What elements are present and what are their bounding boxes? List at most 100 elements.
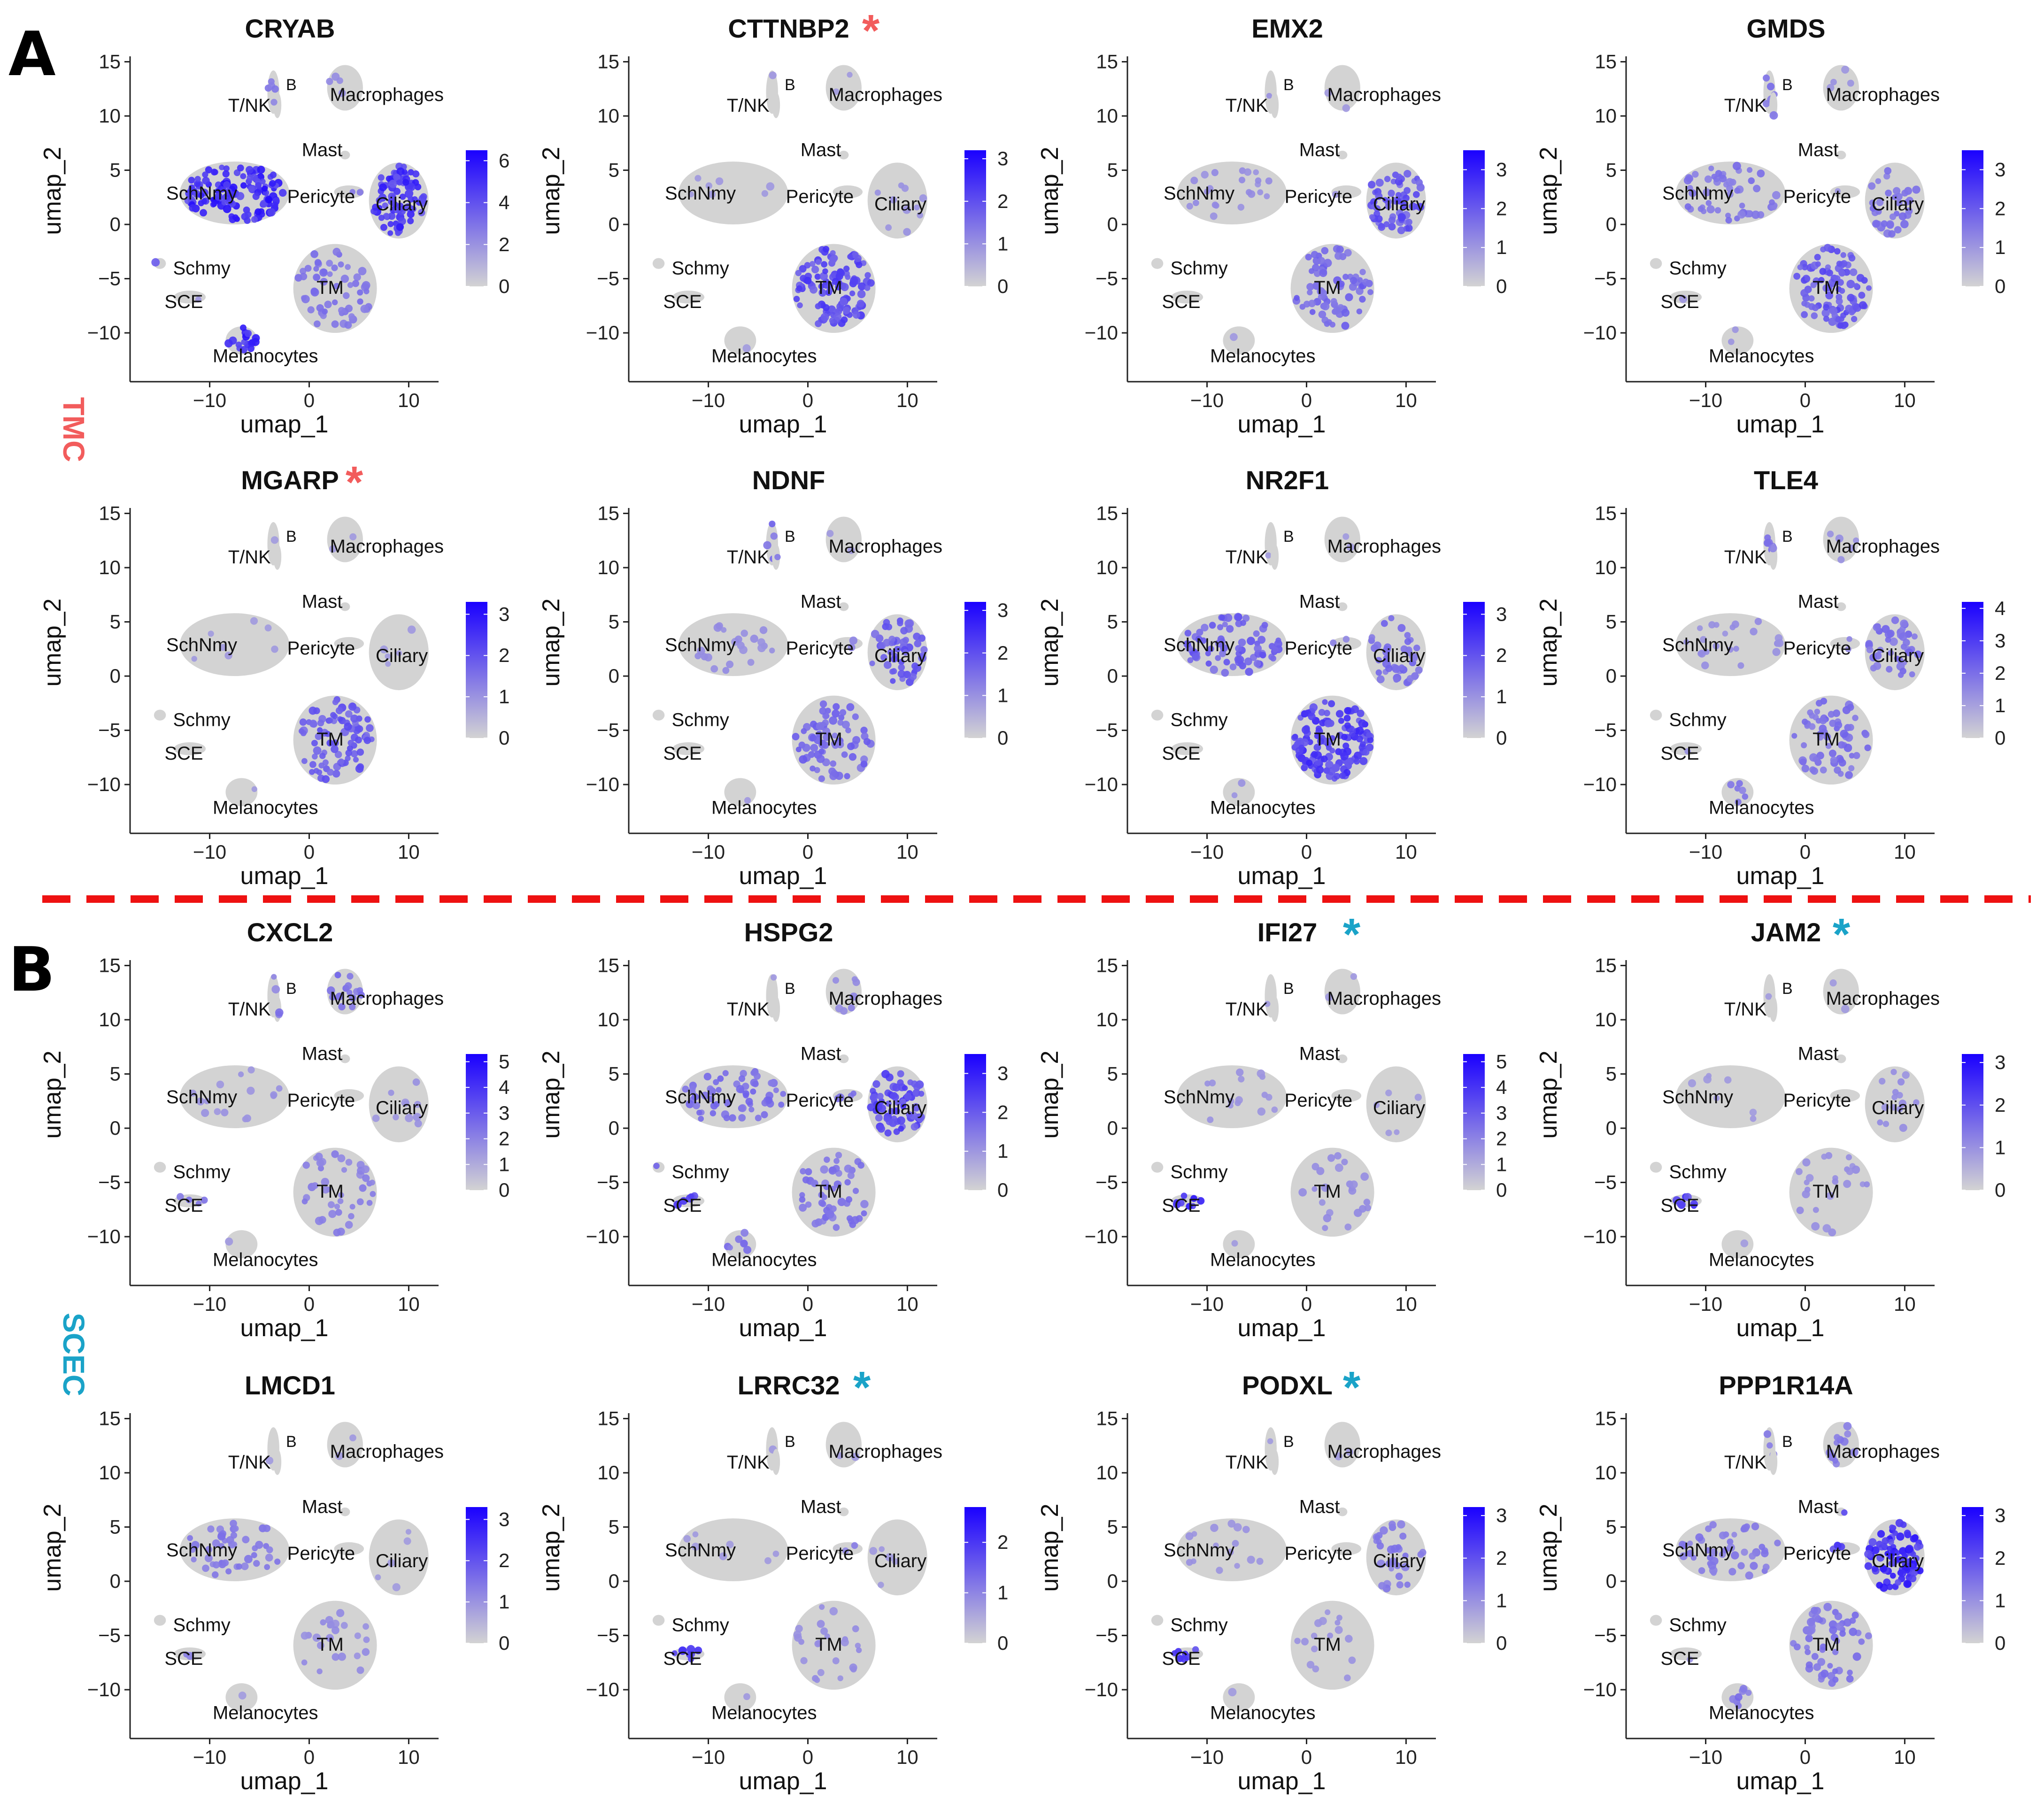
expressing-cell [1265, 177, 1273, 185]
y-tick-label: 0 [110, 665, 121, 687]
expressing-cell [339, 91, 345, 97]
expressing-cell [1332, 191, 1339, 198]
expressing-cell [1843, 744, 1852, 752]
expressing-cell [879, 1546, 885, 1552]
expressing-cell [204, 1098, 210, 1104]
expressing-cell [1834, 1541, 1841, 1549]
expressing-cell [1909, 1575, 1917, 1583]
expressing-cell [1830, 1633, 1839, 1641]
cluster-cells [1337, 1507, 1348, 1516]
expressing-cell [818, 1192, 825, 1199]
expressing-cell [1344, 759, 1352, 768]
expressing-cell [1359, 741, 1366, 747]
expressing-cell [1900, 619, 1908, 628]
expressing-cell [356, 1666, 364, 1674]
expressing-cell [877, 1092, 884, 1100]
expressing-cell [1734, 187, 1741, 194]
expressing-cell [829, 772, 838, 780]
x-axis-label: umap_1 [240, 1768, 329, 1795]
expressing-cell [1873, 662, 1882, 670]
expressing-cell [195, 1200, 202, 1207]
cluster-label: Mast [801, 1497, 841, 1517]
cluster-label: SCE [1162, 1648, 1200, 1669]
x-tick-label: 0 [1301, 1293, 1312, 1315]
legend-tick-label: 0 [997, 1632, 1008, 1654]
x-tick-label: 0 [304, 1293, 315, 1315]
expressing-cell [405, 189, 414, 198]
y-tick-label: 5 [1107, 159, 1118, 181]
expressing-cell [1697, 206, 1704, 212]
expressing-cell [1725, 178, 1734, 187]
y-tick-label: −5 [597, 268, 619, 290]
expressing-cell [1816, 752, 1824, 760]
expressing-cell [1394, 1562, 1401, 1569]
y-tick-label: 10 [597, 1462, 619, 1484]
cluster-cells [1331, 1542, 1362, 1555]
expressing-cell [1884, 167, 1892, 175]
y-tick-label: 0 [1107, 1570, 1118, 1592]
expressing-cell [1725, 217, 1732, 224]
expressing-cell [1357, 709, 1365, 717]
expressing-cell [1759, 1544, 1766, 1550]
y-tick-label: 5 [1606, 611, 1617, 633]
expressing-cell [1737, 662, 1744, 669]
expressing-cell [837, 719, 844, 726]
expressing-cell [707, 1085, 714, 1092]
group-label-tmc: TMC [57, 397, 91, 462]
expressing-cell [1706, 205, 1715, 214]
expressing-cell [1356, 726, 1364, 735]
expressing-cell [826, 1210, 834, 1218]
expressing-cell [204, 1554, 213, 1562]
x-tick-label: 0 [304, 389, 315, 411]
expressing-cell [1413, 203, 1419, 210]
expressing-cell [1341, 322, 1350, 330]
expressing-cell [1898, 1547, 1907, 1555]
expressing-cell [1334, 1152, 1342, 1160]
expressing-cell [1802, 718, 1808, 725]
expressing-cell [247, 345, 255, 352]
expressing-cell [1298, 744, 1305, 751]
expressing-cell [1727, 781, 1735, 789]
x-axis-label: umap_1 [1736, 862, 1825, 890]
expressing-cell [207, 1525, 215, 1533]
cluster-cells [839, 150, 849, 160]
expressing-cell [393, 173, 401, 181]
cluster-label: SCE [663, 1648, 702, 1669]
cluster-label: Ciliary [1373, 1098, 1425, 1118]
cluster-label: Macrophages [829, 85, 942, 105]
expressing-cell [1397, 1520, 1405, 1529]
expressing-cell [832, 977, 840, 984]
expressing-cell [321, 1177, 330, 1186]
cluster-cells [1650, 1162, 1662, 1173]
expressing-cell [357, 991, 365, 999]
cluster-cells [1675, 1065, 1786, 1129]
expressing-cell [836, 740, 844, 748]
expressing-cell [833, 703, 840, 710]
cluster-label: Melanocytes [711, 798, 817, 818]
cluster-label: Melanocytes [213, 798, 318, 818]
cluster-cells [293, 1600, 377, 1690]
legend-tick-label: 0 [499, 275, 509, 297]
expressing-cell [1222, 621, 1228, 628]
legend-tick-label: 2 [499, 1549, 509, 1571]
y-tick-label: 10 [1595, 556, 1617, 578]
expressing-cell [225, 1568, 232, 1575]
cluster-label: Pericyte [1783, 1090, 1851, 1111]
cluster-label: T/NK [727, 1452, 770, 1473]
y-axis-label: umap_2 [39, 147, 66, 235]
expressing-cell [312, 753, 318, 760]
cluster-label: Ciliary [874, 1551, 926, 1571]
expressing-cell [1845, 305, 1853, 313]
expressing-cell [1190, 177, 1198, 185]
cluster-label: Mast [302, 1044, 343, 1064]
expressing-cell [772, 1550, 779, 1557]
x-tick-label: 0 [1800, 1746, 1811, 1768]
expressing-cell [1234, 1100, 1241, 1107]
expressing-cell [1227, 1519, 1236, 1528]
expressing-cell [1178, 1200, 1185, 1207]
expressing-cell [232, 1525, 239, 1532]
x-tick-label: 10 [1894, 841, 1916, 863]
expressing-cell [372, 204, 379, 211]
expressing-cell [1848, 765, 1855, 771]
expressing-cell [835, 1004, 843, 1013]
